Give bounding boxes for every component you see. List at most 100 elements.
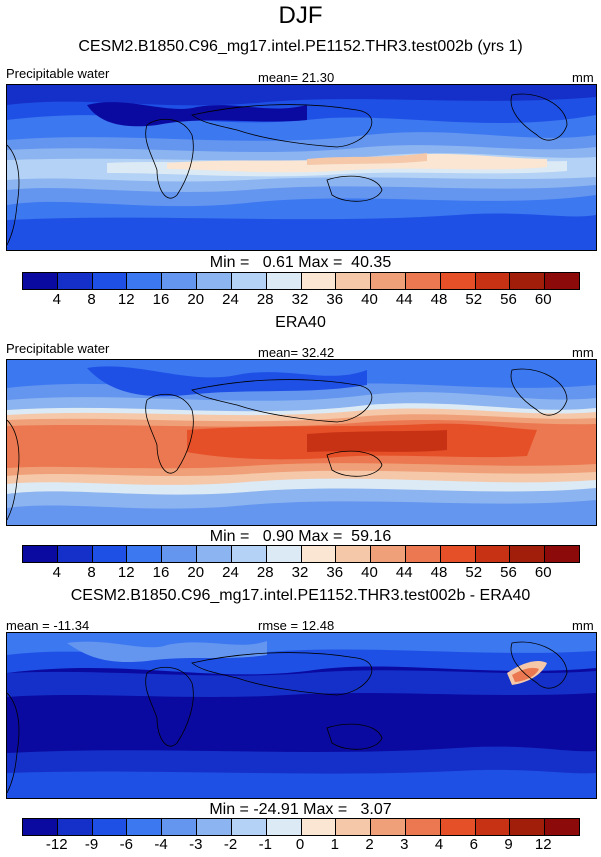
colorbar-cell [475,819,511,835]
panel-2-colorbar-ticks: 4 8 12 16 20 24 28 32 36 40 44 48 52 56 60 [22,564,578,582]
colorbar-cell [510,819,546,835]
colorbar-tick-label: 12 [534,836,552,853]
colorbar-cell [23,546,58,562]
colorbar-cell [197,819,232,835]
colorbar-cell [440,273,476,289]
colorbar-cell [266,546,302,562]
colorbar-cell [57,273,93,289]
panel-1-colorbar-ticks: 4 8 12 16 20 24 28 32 36 40 44 48 52 56 60 [22,291,578,309]
panel-1-map [6,84,597,251]
colorbar-cell [371,819,406,835]
colorbar-tick-label: 12 [117,564,135,581]
colorbar-tick-label: 20 [187,564,205,581]
colorbar-cell [405,546,441,562]
colorbar-tick-label: 8 [87,291,96,308]
panel-1-variable-label: Precipitable water [6,66,110,81]
colorbar-cell [405,273,441,289]
colorbar-cell [92,273,128,289]
colorbar-cell [545,819,579,835]
colorbar-cell [57,546,93,562]
colorbar-tick-label: -1 [258,836,272,853]
colorbar-cell [510,273,546,289]
colorbar-tick-label: 0 [295,836,305,853]
colorbar-cell [440,819,476,835]
panel-2-colorbar [22,545,580,563]
colorbar-tick-label: 44 [395,291,413,308]
colorbar-tick-label: 16 [152,564,170,581]
colorbar-tick-label: 44 [395,564,413,581]
colorbar-cell [23,273,58,289]
panel-2-map [6,359,597,526]
colorbar-tick-label: 4 [434,836,444,853]
colorbar-cell [57,819,93,835]
colorbar-tick-label: -9 [84,836,99,853]
panel-3-rmse-label: rmse = 12.48 [258,618,335,633]
panel-3-units-label: mm [572,618,594,633]
colorbar-tick-label: 48 [430,564,448,581]
colorbar-cell [266,273,302,289]
colorbar-cell [127,273,163,289]
panel-1-minmax: Min = 0.61 Max = 40.35 [209,254,392,271]
colorbar-cell [475,546,511,562]
colorbar-tick-label: 1 [330,836,339,853]
panel-2-minmax: Min = 0.90 Max = 59.16 [209,528,392,545]
colorbar-cell [371,273,406,289]
colorbar-cell [197,273,232,289]
colorbar-cell [545,273,579,289]
colorbar-cell [231,546,267,562]
colorbar-cell [197,546,232,562]
colorbar-cell [371,546,406,562]
colorbar-tick-label: 8 [87,564,96,581]
colorbar-tick-label: 36 [326,564,344,581]
colorbar-tick-label: 20 [187,291,205,308]
colorbar-tick-label: 9 [504,836,513,853]
colorbar-cell [127,546,163,562]
colorbar-cell [336,819,372,835]
colorbar-tick-label: 4 [52,291,61,308]
panel-3-minmax: Min = -24.91 Max = 3.07 [209,801,392,818]
panel-3-map [6,632,597,799]
colorbar-tick-label: 24 [222,564,239,581]
colorbar-tick-label: -2 [223,836,238,853]
colorbar-cell [162,546,198,562]
colorbar-cell [162,273,198,289]
colorbar-tick-label: 28 [256,564,274,581]
colorbar-cell [336,546,372,562]
colorbar-tick-label: 28 [256,291,274,308]
panel-2-mean-label: mean= 32.42 [258,345,335,360]
panel-3-colorbar [22,818,580,836]
colorbar-tick-label: 40 [361,564,378,581]
colorbar-tick-label: 60 [534,291,552,308]
colorbar-tick-label: 52 [465,291,483,308]
colorbar-tick-label: 6 [469,836,478,853]
colorbar-tick-label: -6 [119,836,133,853]
colorbar-cell [440,546,476,562]
colorbar-tick-label: 56 [500,291,517,308]
colorbar-tick-label: 52 [465,564,483,581]
colorbar-cell [92,546,128,562]
colorbar-tick-label: 56 [500,564,517,581]
panel-2-units-label: mm [572,345,594,360]
colorbar-cell [301,819,337,835]
panel-2-variable-label: Precipitable water [6,341,110,356]
colorbar-tick-label: -12 [45,836,68,853]
colorbar-tick-label: 4 [52,564,61,581]
colorbar-cell [231,273,267,289]
colorbar-cell [92,819,128,835]
colorbar-cell [127,819,163,835]
colorbar-tick-label: -3 [189,836,203,853]
colorbar-cell [162,819,198,835]
panel-3-title: CESM2.B1850.C96_mg17.intel.PE1152.THR3.t… [70,587,531,604]
colorbar-tick-label: 12 [117,291,135,308]
colorbar-tick-label: 16 [152,291,170,308]
colorbar-tick-label: 60 [534,564,552,581]
colorbar-tick-label: 36 [326,291,344,308]
colorbar-cell [231,819,267,835]
colorbar-tick-label: 2 [365,836,374,853]
panel-1-title: CESM2.B1850.C96_mg17.intel.PE1152.THR3.t… [78,38,523,55]
panel-3-mean-label: mean = -11.34 [6,618,90,633]
colorbar-tick-label: 32 [291,291,309,308]
colorbar-tick-label: 3 [400,836,409,853]
colorbar-cell [405,819,441,835]
colorbar-tick-label: 24 [222,291,239,308]
